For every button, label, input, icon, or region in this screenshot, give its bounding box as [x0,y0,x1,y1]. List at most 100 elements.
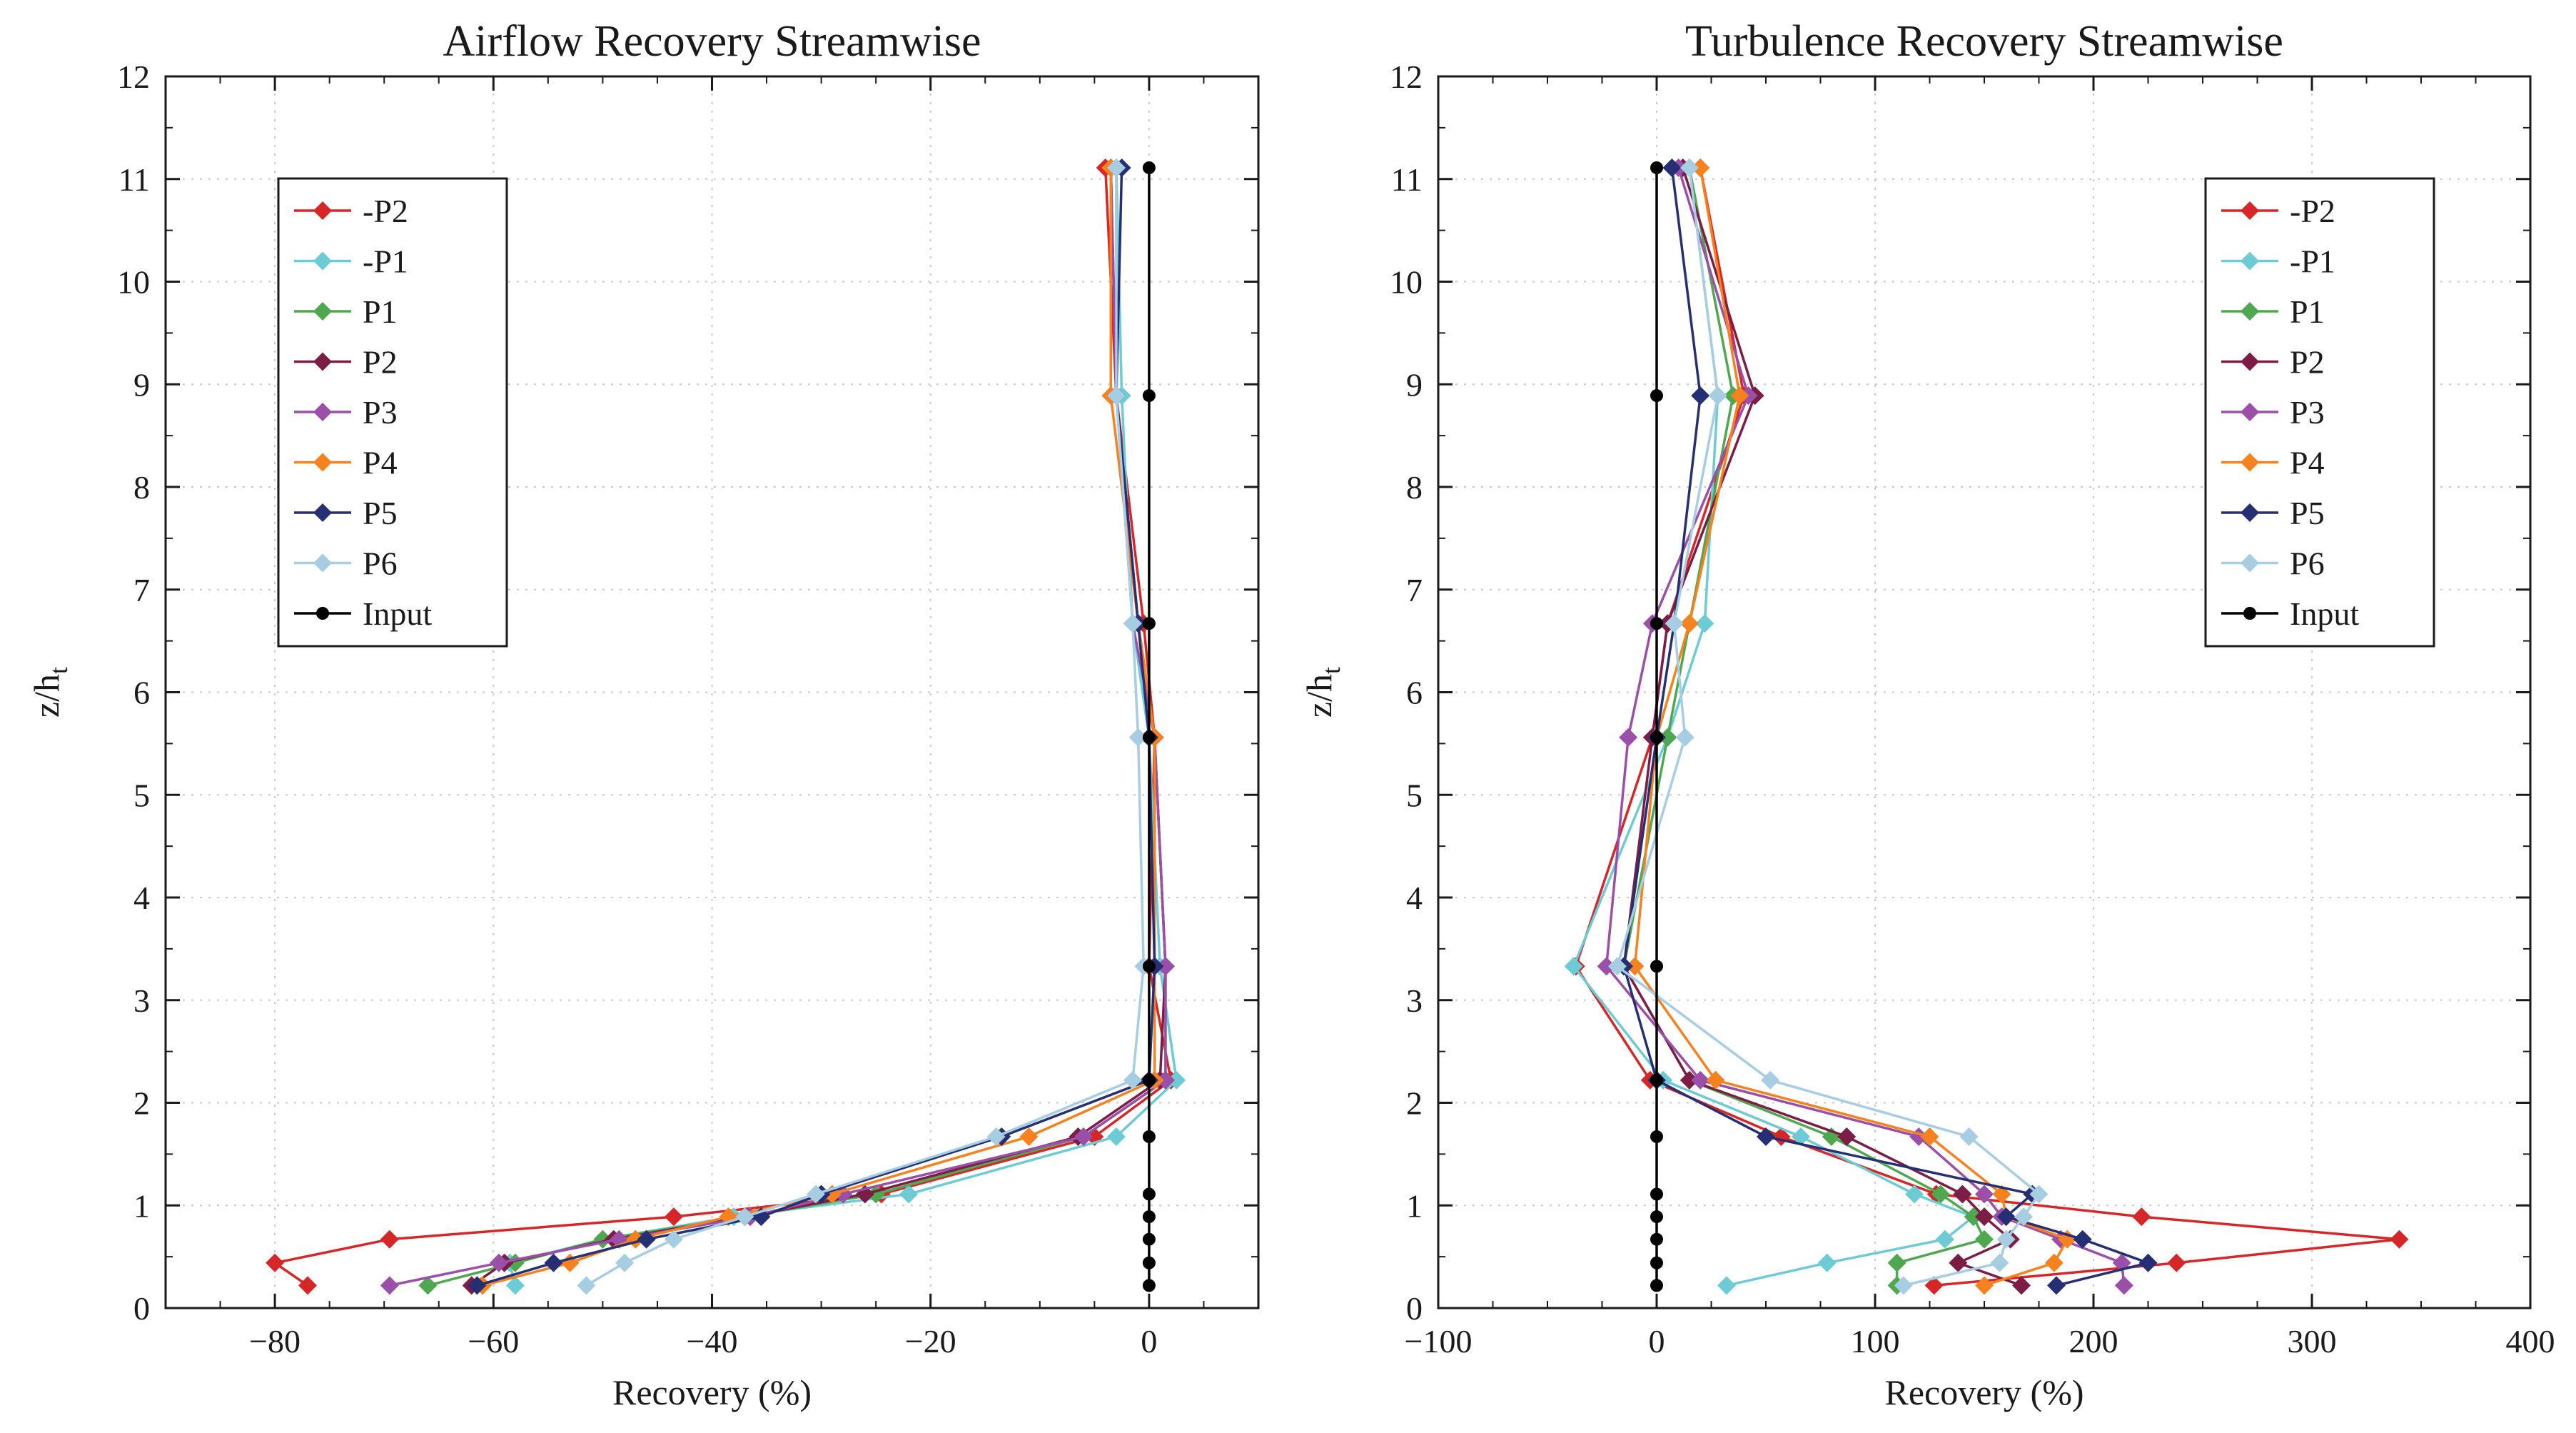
turbulence-point-p6 [1607,957,1627,976]
turbulence-y-tick-label: 10 [1390,264,1423,301]
turbulence-point-p5 [2073,1230,2092,1249]
turbulence-point-p6 [2014,1207,2034,1227]
turbulence-point-p3 [1619,728,1638,747]
airflow-x-tick-label: −20 [905,1323,956,1359]
turbulence-legend-label-p2: P2 [2290,344,2325,381]
turbulence-point-input [1650,1130,1663,1143]
turbulence-point-p6 [1761,1070,1780,1090]
airflow-y-tick-label: 7 [133,572,150,608]
airflow-legend-marker-p1 [313,251,332,271]
turbulence-series-line-p5 [1622,167,2150,1287]
turbulence-point-p4 [1691,158,1710,177]
turbulence-point-p1 [1817,1253,1837,1272]
turbulence-point-input [1650,389,1663,403]
turbulence-legend-marker-p3 [2241,403,2259,421]
turbulence-legend-label-p3: P3 [2290,394,2325,431]
turbulence-point-input [1650,1073,1663,1087]
turbulence-legend-marker-p2 [2241,352,2259,371]
airflow-legend-label-p2: P2 [363,344,398,381]
turbulence-point-input [1650,1256,1663,1269]
airflow-y-tick-label: 5 [133,777,150,813]
turbulence-point-p6 [1996,1230,2016,1249]
turbulence-point-p2 [1680,1070,1699,1090]
airflow-legend-label-p2: -P2 [363,193,408,229]
airflow-legend-marker-p3 [313,403,332,421]
turbulence-axes-frame [1437,75,2532,1309]
turbulence-legend-label-p5: P5 [2290,495,2325,531]
turbulence-legend-label-p6: P6 [2290,545,2325,582]
airflow-point-p1 [418,1276,438,1295]
turbulence-chart-panel: −100 0 100 200 300 4000123456789101112Turbule… [1299,17,2555,1412]
turbulence-y-tick-label: 6 [1406,675,1423,711]
turbulence-point-p2 [2132,1207,2151,1227]
turbulence-point-p3 [2114,1276,2133,1295]
turbulence-legend-marker-p4 [2241,453,2259,472]
airflow-y-tick-label: 9 [133,366,150,403]
turbulence-x-tick-label: 400 [2506,1323,2555,1359]
turbulence-point-p4 [2044,1253,2064,1272]
turbulence-point-input [1650,960,1663,973]
turbulence-point-p4 [1920,1127,1939,1146]
turbulence-point-p1 [1931,1185,1950,1204]
turbulence-x-tick-label: 300 [2288,1323,2337,1359]
turbulence-point-p1 [1935,1230,1954,1249]
airflow-x-tick-label: −40 [687,1323,738,1359]
turbulence-y-tick-label: 12 [1390,59,1423,95]
airflow-series-line-p5 [476,167,1156,1287]
turbulence-y-axis-label-main: z/h [1299,674,1339,718]
turbulence-legend-label-input: Input [2290,595,2359,632]
airflow-point-p5 [637,1230,656,1249]
turbulence-legend-label-p2: -P2 [2290,193,2335,229]
turbulence-legend-marker-p1 [2241,251,2259,271]
airflow-legend-label-p5: P5 [363,495,398,531]
turbulence-legend-label-p4: P4 [2290,445,2325,481]
turbulence-point-p5 [2046,1276,2066,1295]
airflow-point-p1 [505,1276,525,1295]
turbulence-y-tick-label: 3 [1406,982,1423,1019]
airflow-point-p3 [489,1253,508,1272]
airflow-point-p4 [1019,1127,1039,1146]
airflow-x-axis-label: Recovery (%) [612,1372,812,1412]
turbulence-point-input [1650,1210,1663,1224]
turbulence-point-input [1650,1232,1663,1246]
airflow-point-p3 [1156,1070,1175,1090]
airflow-point-p2 [380,1230,399,1249]
turbulence-point-p1 [1695,614,1714,633]
turbulence-point-p3 [1597,957,1616,976]
airflow-y-tick-label: 4 [133,880,150,916]
airflow-point-input [1142,1210,1156,1224]
airflow-y-tick-label: 8 [133,469,150,506]
turbulence-point-p6 [1959,1127,1979,1146]
turbulence-point-p6 [1708,386,1727,406]
airflow-point-p6 [664,1230,683,1249]
turbulence-point-p1 [1887,1253,1906,1272]
turbulence-legend-marker-p6 [2241,553,2259,573]
turbulence-x-tick-label: 200 [2069,1323,2118,1359]
turbulence-y-tick-label: 11 [1391,161,1423,198]
airflow-point-p1 [1167,1070,1186,1090]
turbulence-legend-marker-p2 [2241,201,2259,220]
airflow-point-input [1142,1279,1156,1292]
turbulence-x-tick-label: 100 [1851,1323,1900,1359]
turbulence-y-tick-label: 7 [1406,572,1423,608]
turbulence-point-p4 [1706,1070,1725,1090]
airflow-legend-marker-p2 [313,352,332,371]
turbulence-point-p3 [1691,1070,1710,1090]
airflow-legend-marker-p6 [313,553,332,573]
airflow-point-p6 [577,1276,596,1295]
airflow-point-p6 [1123,1070,1142,1090]
airflow-x-tick-label: −60 [468,1323,519,1359]
turbulence-y-tick-label: 8 [1406,469,1423,506]
airflow-point-p6 [1106,386,1126,406]
airflow-point-input [1142,389,1156,403]
airflow-legend-marker-p1 [313,302,332,321]
turbulence-y-tick-label: 1 [1406,1187,1423,1224]
turbulence-point-p2 [1953,1185,1972,1204]
turbulence-legend-marker-input [2243,607,2256,620]
airflow-point-p6 [615,1253,635,1272]
airflow-point-p6 [1106,158,1126,177]
turbulence-x-axis-label: Recovery (%) [1884,1372,2083,1412]
airflow-legend-marker-p2 [313,201,332,220]
airflow-point-p6 [986,1127,1006,1146]
turbulence-point-p5 [1691,386,1710,406]
